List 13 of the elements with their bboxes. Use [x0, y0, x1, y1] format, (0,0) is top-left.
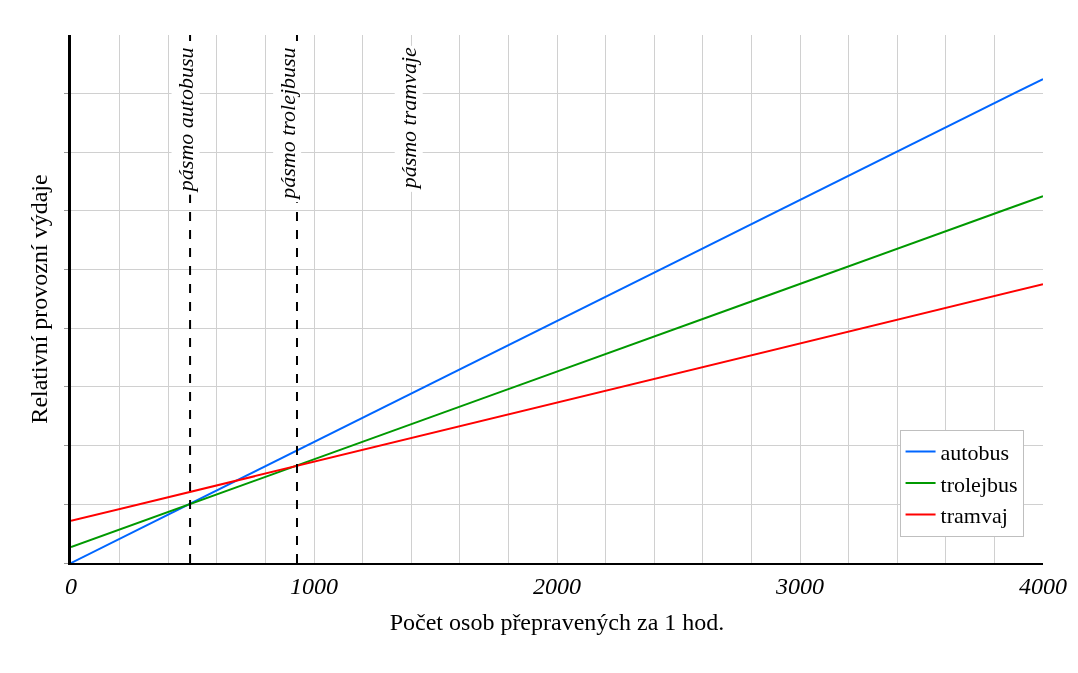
legend-label: autobus	[940, 439, 1010, 465]
x-axis-title: Počet osob přepravených za 1 hod.	[389, 608, 725, 635]
x-tick-label: 4000	[1019, 572, 1067, 599]
annotation: pásmo autobusu	[173, 47, 199, 194]
legend-label: trolejbus	[940, 471, 1018, 497]
annotation: pásmo trolejbusu	[274, 47, 300, 201]
x-tick-label: 1000	[290, 572, 338, 599]
x-tick-label: 0	[65, 572, 77, 599]
legend-label: tramvaj	[940, 503, 1008, 529]
x-tick-label: 2000	[533, 572, 581, 599]
annotation: pásmo tramvaje	[396, 46, 422, 191]
x-tick-label: 3000	[775, 572, 824, 599]
y-axis-title: Relativní provozní výdaje	[26, 174, 53, 424]
